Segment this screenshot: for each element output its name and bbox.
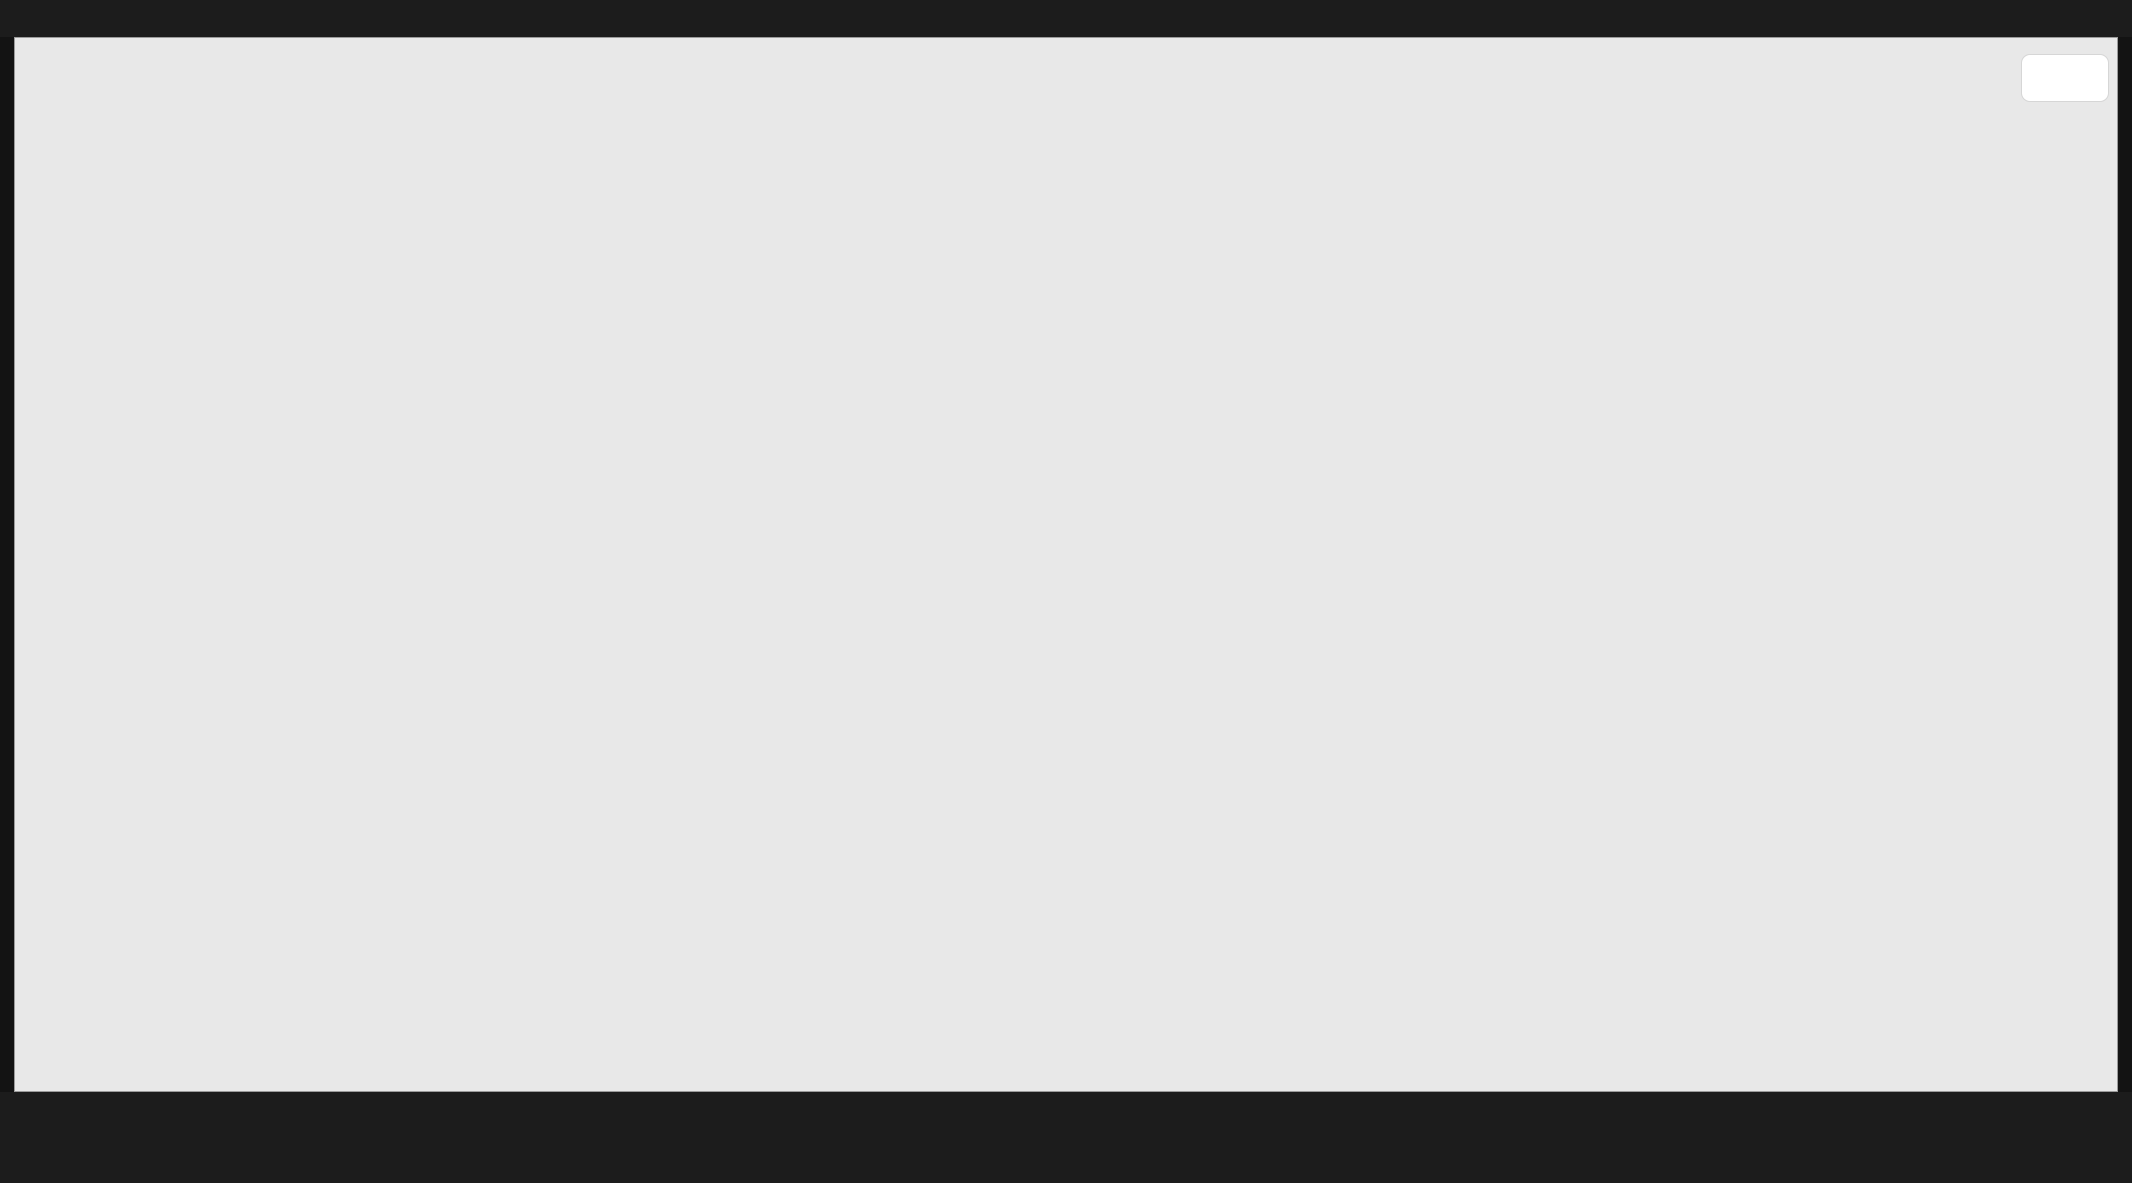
footer-bar — [0, 1092, 2132, 1183]
chart-canvas[interactable] — [14, 37, 2118, 1092]
currency-toggle-button[interactable] — [2022, 55, 2108, 101]
attribution-bar — [0, 0, 2132, 37]
